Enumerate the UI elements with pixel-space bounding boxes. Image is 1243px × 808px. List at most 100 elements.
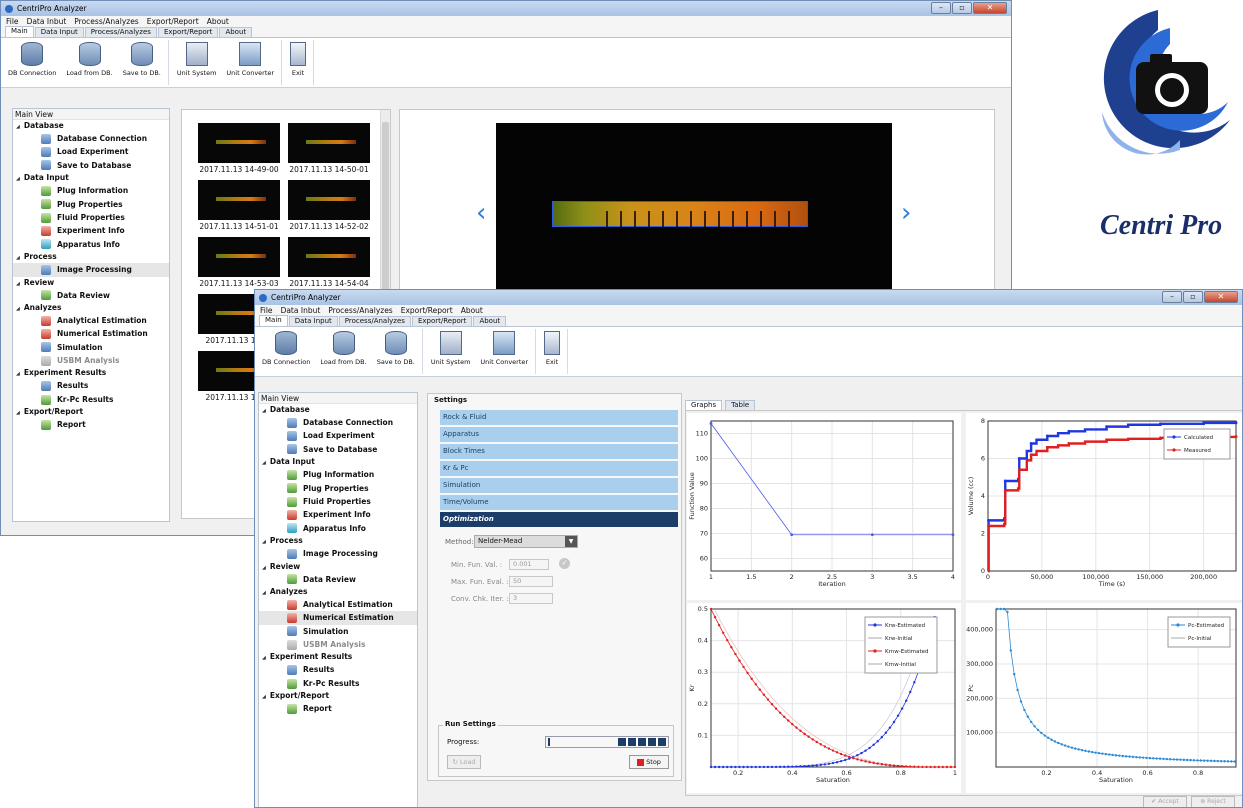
tree-item-report[interactable]: Report xyxy=(13,418,169,431)
tree-section-export-report[interactable]: Export/Report xyxy=(13,406,169,418)
unit-converter-button[interactable]: Unit Converter xyxy=(475,329,533,374)
tab-data-input[interactable]: Data Input xyxy=(34,27,84,37)
menu-export[interactable]: Export/Report xyxy=(146,17,199,26)
save-to-db-button[interactable]: Save to DB. xyxy=(118,40,166,85)
conv-chk-stepper[interactable]: 3 xyxy=(509,593,553,604)
tree-item-simulation[interactable]: Simulation xyxy=(13,341,169,354)
min-fun-field[interactable]: 0.001 xyxy=(509,559,549,570)
thumbnail-image[interactable] xyxy=(288,123,370,163)
thumbnail-image[interactable] xyxy=(198,123,280,163)
tree-item-plug-information[interactable]: Plug Information xyxy=(13,184,169,197)
maximize-icon[interactable]: ▫ xyxy=(952,2,972,14)
tab-process[interactable]: Process/Analyzes xyxy=(338,316,411,326)
tree-item-plug-properties[interactable]: Plug Properties xyxy=(13,198,169,211)
tree-section-process[interactable]: Process xyxy=(259,535,417,547)
tree-section-database[interactable]: Database xyxy=(13,120,169,132)
tab-graphs[interactable]: Graphs xyxy=(685,400,723,411)
tree-section-database[interactable]: Database xyxy=(259,404,417,416)
db-connection-button[interactable]: DB Connection xyxy=(3,40,61,85)
tree-section-export-report[interactable]: Export/Report xyxy=(259,690,417,702)
tree-section-data-input[interactable]: Data Input xyxy=(259,456,417,468)
tab-main[interactable]: Main xyxy=(259,315,288,326)
menu-process[interactable]: Process/Analyzes xyxy=(74,17,139,26)
tree-section-review[interactable]: Review xyxy=(13,277,169,289)
minimize-icon[interactable]: – xyxy=(1162,291,1182,303)
menu-data-input[interactable]: Data Inbut xyxy=(280,306,321,315)
tree-item-image-processing[interactable]: Image Processing xyxy=(259,547,417,560)
next-image-button[interactable]: › xyxy=(901,198,912,228)
close-icon[interactable]: ✕ xyxy=(1204,291,1238,303)
settings-row-optimization[interactable]: Optimization xyxy=(440,512,678,527)
tree-item-experiment-info[interactable]: Experiment Info xyxy=(259,508,417,521)
load-from-db-button[interactable]: Load from DB. xyxy=(61,40,117,85)
settings-row-block-times[interactable]: Block Times xyxy=(440,444,678,459)
tree-item-fluid-properties[interactable]: Fluid Properties xyxy=(259,495,417,508)
menu-file[interactable]: File xyxy=(6,17,19,26)
tree-item-apparatus-info[interactable]: Apparatus Info xyxy=(259,522,417,535)
tree-item-save-to-database[interactable]: Save to Database xyxy=(259,443,417,456)
tree-section-data-input[interactable]: Data Input xyxy=(13,172,169,184)
menu-about[interactable]: About xyxy=(460,306,483,315)
tab-data-input[interactable]: Data Input xyxy=(288,316,338,326)
load-button[interactable]: ↻ Load xyxy=(447,755,481,769)
tree-section-experiment-results[interactable]: Experiment Results xyxy=(259,651,417,663)
tree-item-database-connection[interactable]: Database Connection xyxy=(13,132,169,145)
thumbnail-image[interactable] xyxy=(198,180,280,220)
settings-row-simulation[interactable]: Simulation xyxy=(440,478,678,493)
max-fun-stepper[interactable]: 50 xyxy=(509,576,553,587)
tree-item-report[interactable]: Report xyxy=(259,702,417,715)
thumbnail-image[interactable] xyxy=(288,180,370,220)
menu-about[interactable]: About xyxy=(206,17,229,26)
tree-item-numerical-estimation[interactable]: Numerical Estimation xyxy=(13,327,169,340)
tree-item-database-connection[interactable]: Database Connection xyxy=(259,416,417,429)
tree-item-kr-pc-results[interactable]: Kr-Pc Results xyxy=(13,393,169,406)
thumbnail-image[interactable] xyxy=(288,237,370,277)
menu-process[interactable]: Process/Analyzes xyxy=(328,306,393,315)
settings-row-rock-fluid[interactable]: Rock & Fluid xyxy=(440,410,678,425)
exit-button[interactable]: Exit xyxy=(285,40,311,85)
close-icon[interactable]: ✕ xyxy=(973,2,1007,14)
tree-item-data-review[interactable]: Data Review xyxy=(13,289,169,302)
settings-row-time-volume[interactable]: Time/Volume xyxy=(440,495,678,510)
tree-item-kr-pc-results[interactable]: Kr-Pc Results xyxy=(259,677,417,690)
tab-export[interactable]: Export/Report xyxy=(411,316,473,326)
exit-button[interactable]: Exit xyxy=(539,329,565,374)
thumbnail-image[interactable] xyxy=(198,237,280,277)
menu-file[interactable]: File xyxy=(260,306,273,315)
tree-item-analytical-estimation[interactable]: Analytical Estimation xyxy=(259,598,417,611)
settings-row-apparatus[interactable]: Apparatus xyxy=(440,427,678,442)
tree-item-results[interactable]: Results xyxy=(13,379,169,392)
tree-item-fluid-properties[interactable]: Fluid Properties xyxy=(13,211,169,224)
db-connection-button[interactable]: DB Connection xyxy=(257,329,315,374)
tree-item-usbm-analysis[interactable]: USBM Analysis xyxy=(259,638,417,651)
menu-data-input[interactable]: Data Inbut xyxy=(26,17,67,26)
tree-section-process[interactable]: Process xyxy=(13,251,169,263)
tree-section-review[interactable]: Review xyxy=(259,561,417,573)
tree-item-plug-properties[interactable]: Plug Properties xyxy=(259,482,417,495)
method-select[interactable]: Nelder-Mead ▼ xyxy=(474,535,578,548)
tab-process[interactable]: Process/Analyzes xyxy=(84,27,157,37)
tab-about[interactable]: About xyxy=(473,316,507,326)
tree-item-save-to-database[interactable]: Save to Database xyxy=(13,159,169,172)
accept-button[interactable]: ✔ Accept xyxy=(1143,796,1187,807)
menu-export[interactable]: Export/Report xyxy=(400,306,453,315)
tree-item-usbm-analysis[interactable]: USBM Analysis xyxy=(13,354,169,367)
tree-item-data-review[interactable]: Data Review xyxy=(259,573,417,586)
minimize-icon[interactable]: – xyxy=(931,2,951,14)
save-to-db-button[interactable]: Save to DB. xyxy=(372,329,420,374)
tree-section-analyzes[interactable]: Analyzes xyxy=(259,586,417,598)
maximize-icon[interactable]: ▫ xyxy=(1183,291,1203,303)
tree-item-results[interactable]: Results xyxy=(259,663,417,676)
unit-converter-button[interactable]: Unit Converter xyxy=(221,40,279,85)
tree-item-simulation[interactable]: Simulation xyxy=(259,625,417,638)
tree-item-apparatus-info[interactable]: Apparatus Info xyxy=(13,238,169,251)
load-from-db-button[interactable]: Load from DB. xyxy=(315,329,371,374)
unit-system-button[interactable]: Unit System xyxy=(172,40,222,85)
tree-item-plug-information[interactable]: Plug Information xyxy=(259,468,417,481)
tab-about[interactable]: About xyxy=(219,27,253,37)
scrollbar-thumb[interactable] xyxy=(382,122,389,352)
reject-button[interactable]: ⊗ Reject xyxy=(1191,796,1235,807)
settings-row-kr-pc[interactable]: Kr & Pc xyxy=(440,461,678,476)
tree-item-analytical-estimation[interactable]: Analytical Estimation xyxy=(13,314,169,327)
tree-item-image-processing[interactable]: Image Processing xyxy=(13,263,169,277)
